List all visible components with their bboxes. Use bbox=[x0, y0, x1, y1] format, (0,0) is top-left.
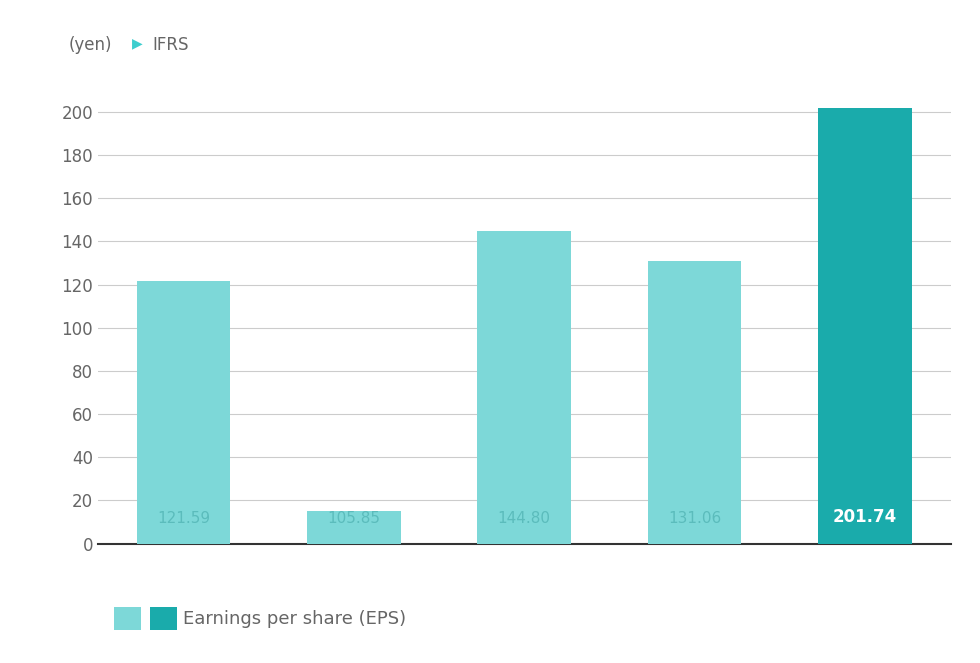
Text: 144.80: 144.80 bbox=[498, 511, 551, 526]
Text: 105.85: 105.85 bbox=[327, 511, 380, 526]
Text: 201.74: 201.74 bbox=[833, 509, 897, 526]
Bar bbox=[818, 108, 911, 544]
Text: 131.06: 131.06 bbox=[668, 511, 721, 526]
Text: ▶: ▶ bbox=[132, 36, 143, 50]
Legend: , Earnings per share (EPS): , Earnings per share (EPS) bbox=[107, 600, 414, 636]
Bar bbox=[137, 281, 230, 544]
Text: (yen): (yen) bbox=[69, 36, 112, 54]
Bar bbox=[648, 261, 742, 544]
Text: 121.59: 121.59 bbox=[157, 511, 210, 526]
Bar bbox=[477, 231, 571, 544]
Bar bbox=[307, 511, 401, 544]
Text: IFRS: IFRS bbox=[152, 36, 188, 54]
